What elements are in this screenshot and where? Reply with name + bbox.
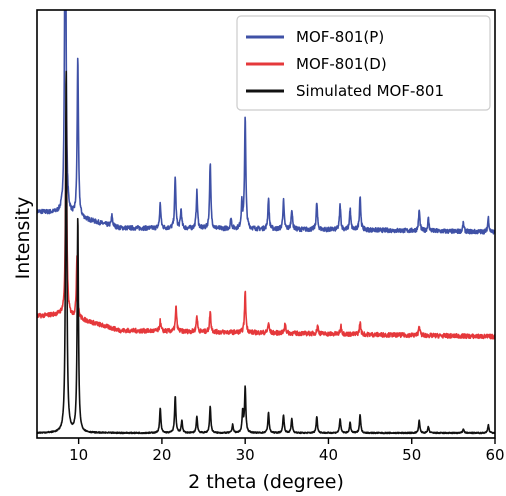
x-tick-label: 60	[485, 446, 504, 464]
legend-label-simulated-mof801: Simulated MOF-801	[296, 82, 444, 100]
x-tick-label: 20	[152, 446, 171, 464]
x-tick-label: 40	[319, 446, 338, 464]
plot-frame	[36, 9, 496, 439]
x-tick-label: 30	[236, 446, 255, 464]
legend-frame	[236, 15, 491, 111]
legend: MOF-801(P) MOF-801(D) Simulated MOF-801	[236, 15, 491, 111]
series-line-simulated-mof-801	[37, 70, 495, 435]
x-tick-label: 10	[69, 446, 88, 464]
plot-lines	[37, 10, 495, 435]
y-axis-title: Intensity	[12, 197, 34, 280]
x-axis-ticks: 10 20 30 40 50 60	[69, 438, 505, 464]
legend-label-mof801-d: MOF-801(D)	[296, 55, 387, 73]
x-tick-label: 50	[402, 446, 421, 464]
series-line-mof-801-d	[37, 109, 495, 340]
x-axis-title: 2 theta (degree)	[188, 471, 344, 493]
series-line-mof-801-p	[37, 10, 495, 235]
legend-label-mof801-p: MOF-801(P)	[296, 28, 384, 46]
